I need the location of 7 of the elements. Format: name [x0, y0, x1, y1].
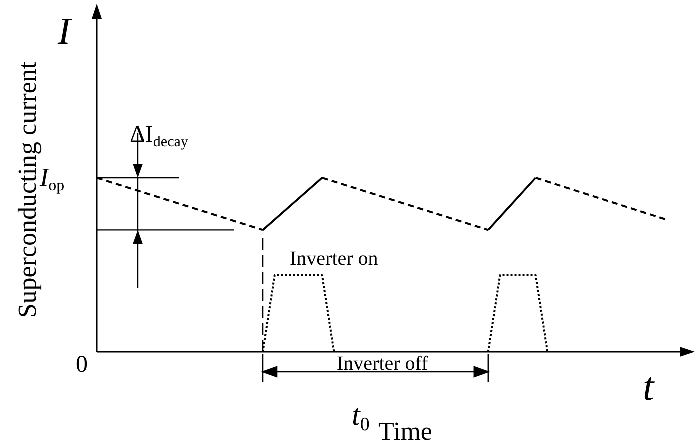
text: 0	[76, 352, 88, 378]
annotation: Inverter on	[290, 248, 378, 270]
text: t	[643, 364, 655, 409]
x-axis-title: Time	[378, 417, 432, 446]
text: I	[57, 11, 73, 53]
y-axis-title: Superconducting current	[13, 61, 42, 318]
text: Inverter off	[337, 353, 429, 375]
